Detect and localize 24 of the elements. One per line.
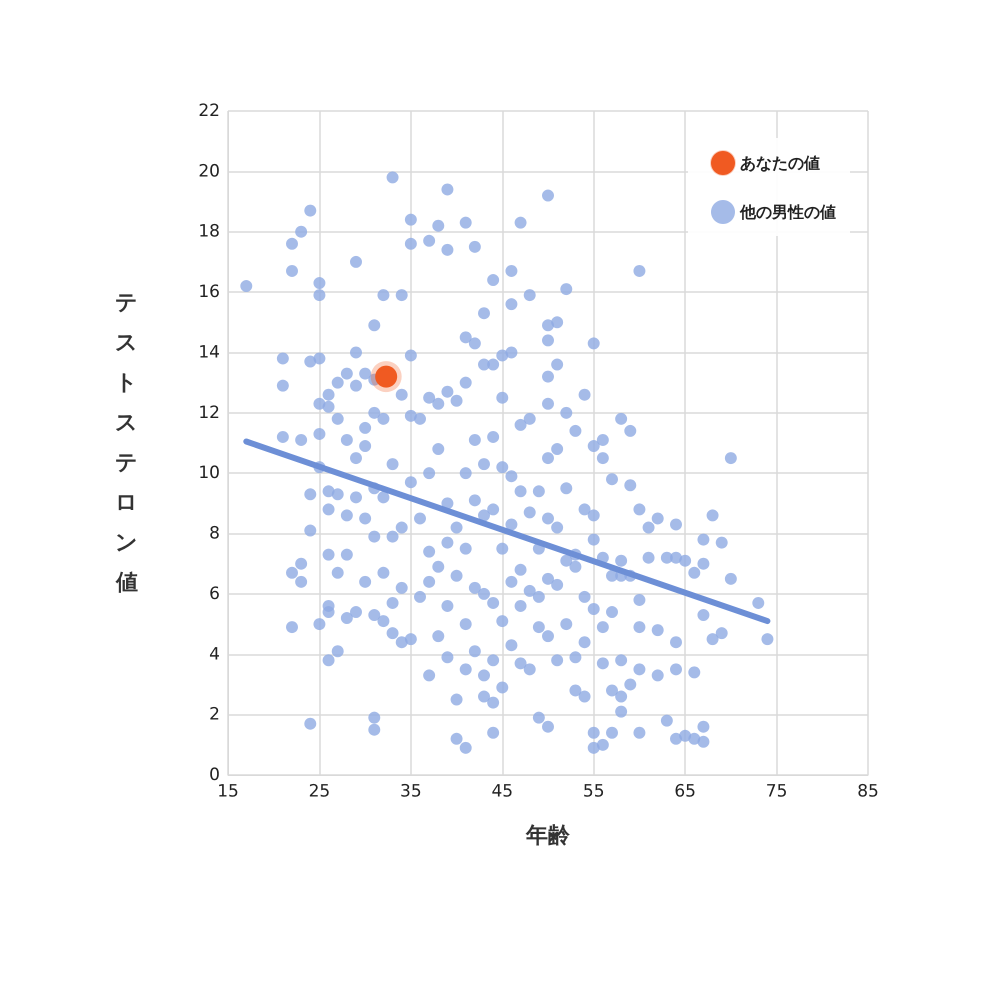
y-axis-title: テストステロン値 bbox=[115, 290, 138, 596]
x-tick-label: 75 bbox=[766, 782, 788, 802]
legend-label: あなたの値 bbox=[740, 154, 820, 172]
legend-label: 他の男性の値 bbox=[739, 202, 836, 222]
y-tick-label: 2 bbox=[209, 704, 220, 725]
y-tick-label: 4 bbox=[209, 644, 220, 664]
x-tick-label: 85 bbox=[857, 782, 879, 802]
x-tick-label: 25 bbox=[308, 782, 330, 802]
y-tick-label: 0 bbox=[209, 765, 220, 785]
y-tick-label: 16 bbox=[198, 282, 220, 302]
y-tick-label: 22 bbox=[198, 101, 220, 121]
x-tick-label: 15 bbox=[217, 782, 239, 802]
y-tick-label: 14 bbox=[198, 342, 220, 362]
x-axis-title: 年齢 bbox=[525, 824, 571, 848]
y-tick-label: 20 bbox=[198, 161, 220, 182]
y-tick-label: 10 bbox=[198, 463, 220, 484]
x-tick-label: 45 bbox=[491, 782, 514, 802]
y-tick-label: 12 bbox=[198, 402, 220, 423]
x-tick-label: 35 bbox=[400, 782, 422, 802]
y-tick-label: 18 bbox=[198, 222, 220, 242]
y-tick-label: 6 bbox=[209, 584, 220, 604]
x-tick-label: 55 bbox=[582, 782, 605, 802]
y-tick-label: 8 bbox=[209, 524, 220, 544]
x-tick-label: 65 bbox=[674, 782, 696, 802]
